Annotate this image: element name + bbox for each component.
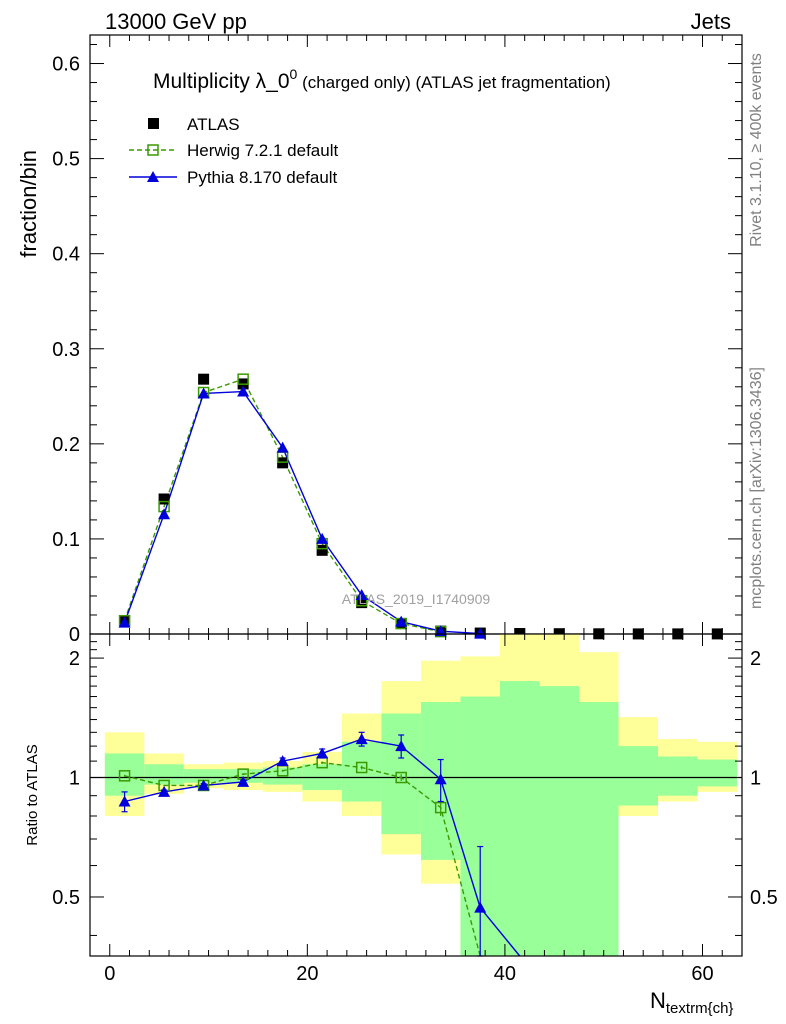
legend-label-pythia: Pythia 8.170 default: [187, 168, 338, 187]
rivet-label: Rivet 3.1.10, ≥ 400k events: [748, 53, 765, 247]
ratio-ylabel: Ratio to ATLAS: [24, 744, 41, 845]
herwig-ratio-point: [355, 761, 368, 774]
ratio-ytick-label-left: 1: [69, 768, 80, 790]
uncertainty-band-inner: [499, 681, 540, 956]
uncertainty-band-inner: [341, 741, 382, 802]
ratio-axes: 0.5 0.51 12 20 20 40 60: [52, 633, 778, 985]
pythia-ratio-point: [276, 755, 289, 767]
uncertainty-band-inner: [144, 764, 184, 785]
pythia-ratio-point: [434, 773, 447, 785]
atlas-point: [198, 373, 210, 385]
uncertainty-band-inner: [183, 769, 224, 783]
watermark: ATLAS_2019_I1740909: [342, 591, 491, 607]
uncertainty-band-inner: [539, 686, 579, 956]
pythia-ratio-point: [316, 747, 329, 759]
ratio-data-layer: [90, 634, 742, 957]
herwig-main-line: [123, 378, 441, 633]
legend-marker-pythia: [147, 171, 159, 182]
main-ytick-label: 0.1: [52, 529, 80, 551]
ratio-ytick-label-left: 2: [69, 648, 80, 670]
pythia-point: [118, 616, 131, 628]
ratio-xtick-label: 60: [691, 963, 713, 985]
pythia-point: [276, 441, 289, 453]
legend-marker-atlas: [148, 118, 159, 129]
ratio-xtick-label: 20: [296, 963, 318, 985]
pythia-point: [316, 532, 329, 544]
ratio-ytick-label-left: 0.5: [52, 887, 80, 909]
main-ytick-label: 0.3: [52, 339, 80, 361]
pythia-point: [474, 627, 487, 639]
pythia-point: [355, 589, 368, 601]
ratio-panel: 0.5 0.51 12 20 20 40 60 Ratio to ATLAS Ntextrm…: [24, 633, 778, 1017]
legend-label-atlas: ATLAS: [187, 115, 240, 134]
main-title-rest: (charged only) (ATLAS jet fragmentation): [297, 73, 610, 92]
pythia-ratio-point: [197, 779, 210, 791]
uncertainty-band-inner: [618, 746, 659, 806]
ratio-xtick-label: 0: [104, 963, 115, 985]
main-title: Multiplicity λ_00 (charged only) (ATLAS …: [153, 66, 611, 93]
atlas-point: [158, 493, 170, 505]
ratio-ytick-label-right: 0.5: [750, 887, 778, 909]
herwig-ratio-point: [118, 770, 131, 782]
legend-marker-herwig: [147, 144, 159, 156]
legend-label-herwig: Herwig 7.2.1 default: [187, 141, 338, 160]
main-panel: 00.10.20.30.40.50.6 Multiplicity λ_00 (c…: [16, 34, 743, 646]
uncertainty-band-inner: [697, 759, 738, 787]
ratio-ytick-label-right: 1: [750, 768, 761, 790]
ratio-xlabel-main: N: [650, 988, 666, 1013]
ratio-xtick-label: 40: [494, 963, 516, 985]
herwig-ratio-line: [124, 761, 481, 957]
uncertainty-band-inner: [104, 753, 145, 796]
pythia-ratio-point: [355, 733, 368, 745]
herwig-ratio-point: [395, 771, 407, 784]
category-label: Jets: [691, 9, 731, 34]
ratio-ytick-label-right: 2: [750, 648, 761, 670]
pythia-ratio-point: [474, 901, 487, 913]
main-ytick-label: 0.4: [52, 244, 80, 266]
ratio-xlabel: Ntextrm{ch}: [650, 988, 733, 1017]
ratio-frame: [89, 633, 743, 957]
energy-label: 13000 GeV pp: [105, 9, 247, 34]
pythia-ratio-point: [118, 795, 131, 807]
pythia-point: [237, 385, 250, 397]
main-ylabel: fraction/bin: [16, 150, 41, 258]
legend: ATLAS Herwig 7.2.1 default Pythia 8.170 …: [129, 115, 338, 187]
pythia-ratio-point: [395, 740, 408, 752]
herwig-ratio-point: [434, 801, 447, 814]
pythia-ratio-point: [158, 785, 171, 797]
pythia-main-line: [123, 390, 481, 635]
uncertainty-band-inner: [579, 702, 619, 956]
pythia-point: [158, 508, 171, 520]
atlas-point: [316, 544, 328, 556]
pythia-point: [395, 615, 408, 627]
herwig-point: [237, 373, 249, 385]
main-ytick-label: 0.6: [52, 54, 80, 76]
pythia-point: [197, 387, 210, 399]
main-title-sup: 0: [290, 66, 298, 82]
mcplots-label: mcplots.cern.ch [arXiv:1306.3436]: [748, 367, 765, 609]
main-ytick-label: 0: [69, 624, 80, 646]
atlas-point: [356, 597, 368, 609]
main-title-main: Multiplicity λ_0: [153, 70, 290, 93]
ratio-xlabel-sub: textrm{ch}: [666, 1000, 734, 1017]
pythia-ratio-point: [237, 775, 250, 787]
main-ytick-label: 0.2: [52, 434, 80, 456]
main-ytick-label: 0.5: [52, 149, 80, 171]
pythia-point: [434, 625, 447, 637]
uncertainty-band-inner: [658, 756, 698, 796]
